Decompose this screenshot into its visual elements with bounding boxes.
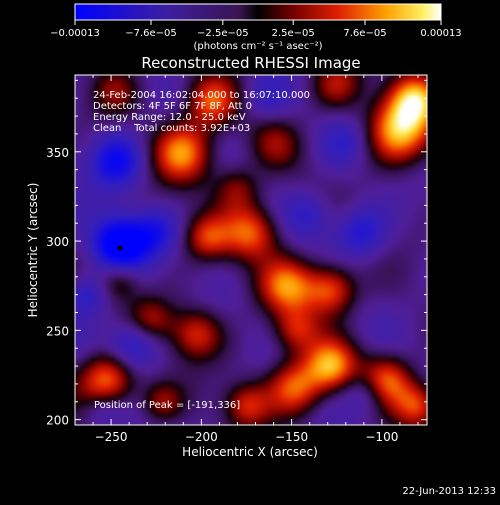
x-tick-label: −250 <box>95 430 128 444</box>
footer-date: 22-Jun-2013 12:33 <box>402 486 496 497</box>
annotation-clean: Clean Total counts: 3.92E+03 <box>93 123 250 134</box>
annotation-time-range: 24-Feb-2004 16:02:04.000 to 16:07:10.000 <box>93 90 310 101</box>
y-tick-label: 200 <box>46 414 69 428</box>
plot-frame <box>74 74 428 426</box>
colorbar-unit-label: (photons cm⁻² s⁻¹ asec⁻²) <box>193 41 322 52</box>
y-axis-ticks: 200 250 300 350 <box>46 79 427 428</box>
chart-title: Reconstructed RHESSI Image <box>141 54 360 72</box>
y-tick-label: 350 <box>46 146 69 160</box>
colorbar-tick-label: −7.6e−05 <box>125 28 177 39</box>
colorbar-tick-label: 0.00013 <box>420 28 461 39</box>
annotation-peak: Position of Peak = [-191,336] <box>94 400 240 411</box>
x-tick-label: −150 <box>275 430 308 444</box>
x-axis-ticks: −250 −200 −150 −100 <box>92 75 419 444</box>
colorbar-tick-label: −0.00013 <box>50 28 100 39</box>
annotation-energy: Energy Range: 12.0 - 25.0 keV <box>93 112 246 123</box>
colorbar-ticks: −0.00013 −7.6e−05 −2.5e−05 2.5e−05 7.6e−05 0.… <box>50 20 462 39</box>
x-tick-label: −200 <box>185 430 218 444</box>
x-tick-label: −100 <box>365 430 398 444</box>
y-tick-label: 300 <box>46 235 69 249</box>
x-axis-label: Heliocentric X (arcsec) <box>182 445 318 459</box>
colorbar-tick-label: 7.6e−05 <box>343 28 386 39</box>
heatmap-image <box>75 75 427 425</box>
y-tick-label: 250 <box>46 324 69 338</box>
y-axis-label: Heliocentric Y (arcsec) <box>26 183 40 318</box>
peak-marker <box>117 245 123 251</box>
colorbar <box>74 3 442 21</box>
colorbar-tick-label: −2.5e−05 <box>197 28 249 39</box>
annotation-detectors: Detectors: 4F 5F 6F 7F 8F, Att 0 <box>93 101 252 112</box>
colorbar-tick-label: 2.5e−05 <box>272 28 315 39</box>
